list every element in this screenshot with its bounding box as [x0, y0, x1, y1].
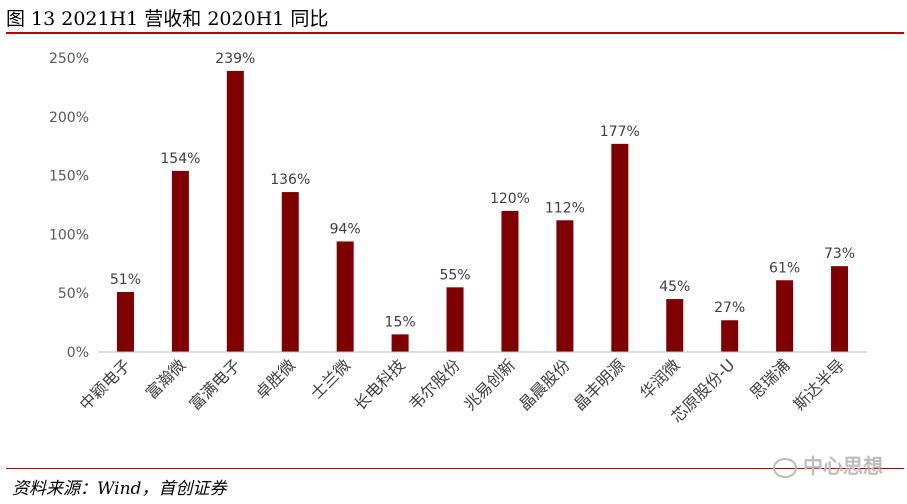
data-label: 61% [769, 260, 800, 276]
data-label: 55% [439, 267, 470, 283]
bar [336, 241, 354, 352]
bar [556, 220, 574, 352]
source-rule [6, 468, 904, 469]
bar [391, 334, 409, 352]
x-tick-label: 晶丰明源 [570, 355, 629, 414]
source-note: 资料来源：Wind，首创证券 [12, 479, 227, 499]
watermark: 中心思想 [773, 450, 883, 479]
data-label: 154% [160, 151, 200, 167]
data-label: 177% [600, 124, 640, 140]
data-label: 239% [215, 51, 255, 67]
watermark-text: 中心思想 [803, 454, 883, 478]
data-label: 112% [545, 200, 585, 216]
x-tick-label: 士兰微 [307, 355, 354, 402]
x-tick-label: 富瀚微 [142, 355, 189, 402]
bar [611, 143, 629, 352]
y-tick-label: 200% [49, 110, 89, 126]
title-rule [6, 32, 904, 34]
x-tick-label: 兆易创新 [460, 355, 519, 414]
y-tick-label: 0% [67, 345, 89, 361]
y-tick-label: 100% [49, 227, 89, 243]
data-label: 73% [824, 246, 855, 262]
y-tick-label: 50% [58, 286, 89, 302]
data-label: 136% [270, 172, 310, 188]
x-tick-label: 华润微 [636, 355, 683, 402]
chat-bubble-icon [773, 457, 797, 478]
y-axis: 0% 50% 100% 150% 200% 250% [49, 51, 89, 361]
data-label: 94% [330, 221, 361, 237]
bar [831, 266, 849, 352]
data-label: 45% [659, 279, 690, 295]
x-tick-label: 韦尔股份 [405, 355, 464, 414]
bars-group: 51% 154% 239% 136% 94% 15% 55% 120% 112% 177% 45% 2… [110, 51, 855, 352]
x-tick-label: 中颖电子 [76, 355, 135, 414]
data-label: 51% [110, 272, 141, 288]
bar [226, 70, 244, 352]
bar [776, 280, 794, 352]
y-tick-label: 150% [49, 169, 89, 185]
figure-title: 图 13 2021H1 营收和 2020H1 同比 [6, 8, 329, 30]
bar [501, 210, 519, 352]
bar [281, 192, 299, 352]
bar [721, 320, 739, 352]
bar [116, 292, 134, 352]
data-label: 120% [490, 191, 530, 207]
x-tick-label: 思瑞浦 [746, 355, 793, 402]
data-label: 15% [385, 314, 416, 330]
data-label: 27% [714, 300, 745, 316]
x-tick-label: 富满电子 [185, 355, 244, 414]
bar [171, 170, 189, 352]
x-tick-label: 斯达半导 [790, 355, 849, 414]
bar [666, 299, 684, 352]
y-tick-label: 250% [49, 51, 89, 67]
bar [446, 287, 464, 352]
x-tick-label: 长电科技 [350, 355, 409, 414]
x-tick-label: 晶晨股份 [515, 355, 574, 414]
x-tick-label: 卓胜微 [252, 355, 299, 402]
